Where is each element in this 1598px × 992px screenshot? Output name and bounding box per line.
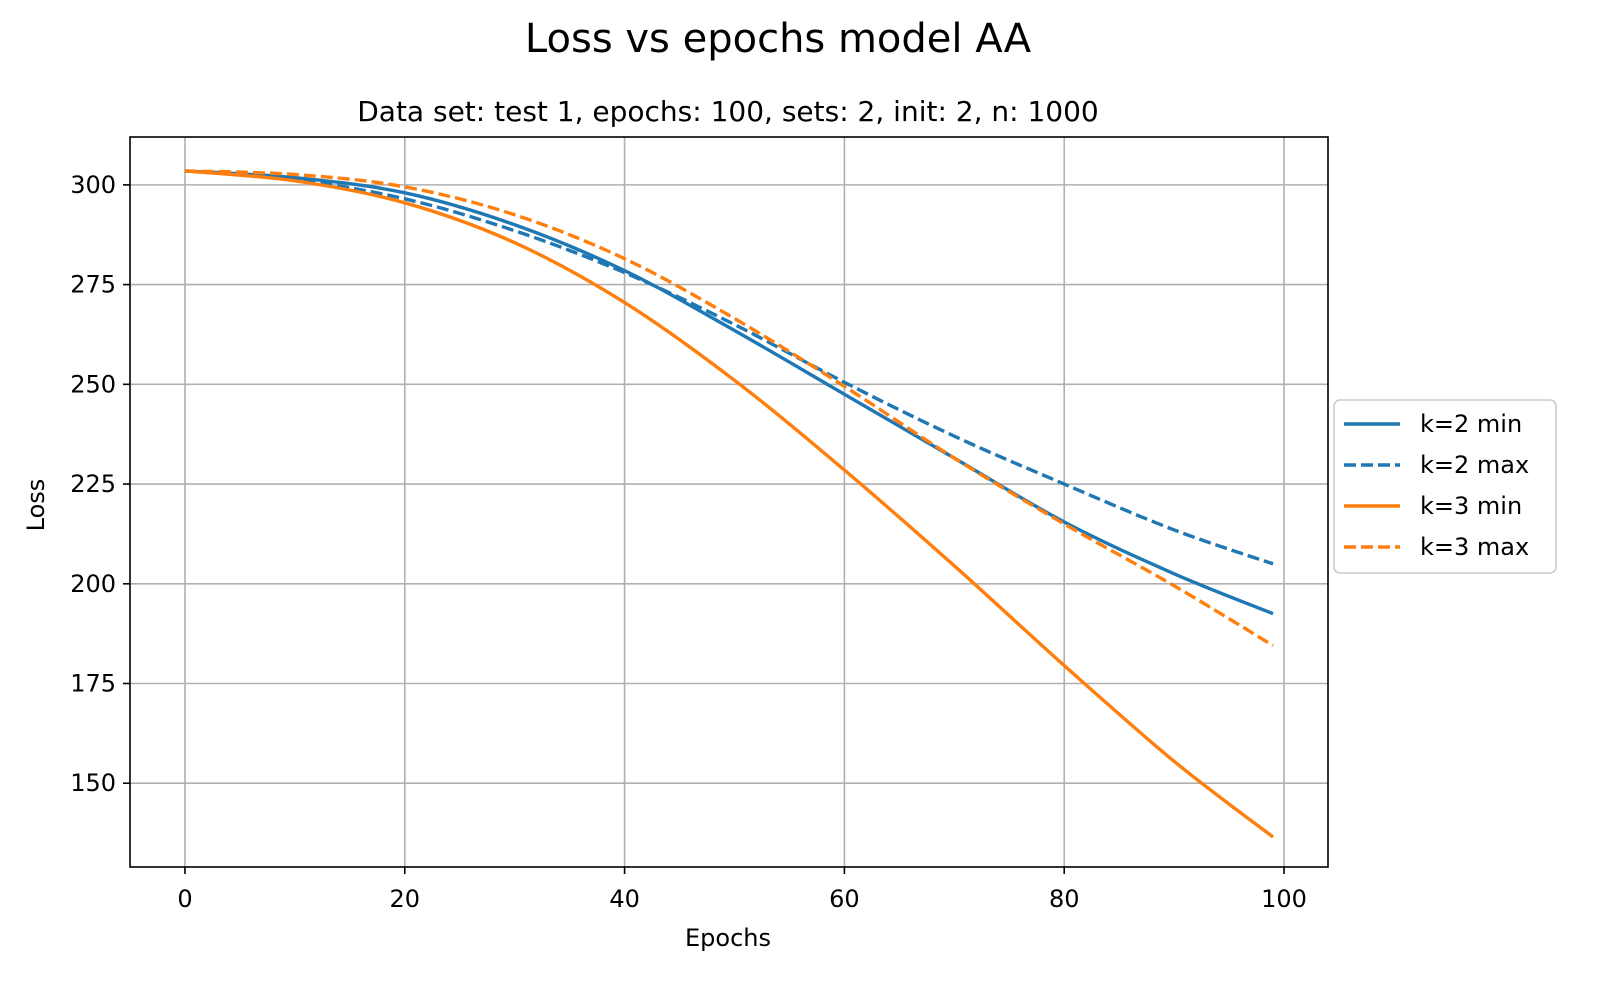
y-axis-label: Loss <box>22 479 50 532</box>
legend: k=2 min k=2 max k=3 min k=3 max <box>1333 399 1557 574</box>
y-tick-label: 225 <box>70 470 116 498</box>
series-lines <box>184 169 1275 839</box>
y-tick-label: 200 <box>70 570 116 598</box>
chart-title: Loss vs epochs model AA <box>525 16 1032 62</box>
legend-box <box>1333 399 1557 574</box>
legend-label: k=3 max <box>1420 533 1529 561</box>
series-line-2 <box>184 169 1274 566</box>
x-tick-label: 60 <box>829 885 860 913</box>
y-axis-ticks: 150 175 200 225 250 275 300 <box>70 171 130 797</box>
series-line-4 <box>184 169 1274 648</box>
x-tick-label: 20 <box>389 885 420 913</box>
x-tick-label: 100 <box>1261 885 1307 913</box>
y-tick-label: 175 <box>70 670 116 698</box>
x-tick-label: 40 <box>609 885 640 913</box>
legend-label: k=2 max <box>1420 451 1529 479</box>
y-tick-label: 275 <box>70 271 116 299</box>
x-axis-label: Epochs <box>685 924 771 952</box>
x-tick-label: 0 <box>177 885 192 913</box>
series-line-3 <box>184 169 1275 839</box>
plot-frame <box>129 136 1329 868</box>
y-tick-label: 150 <box>70 769 116 797</box>
legend-label: k=2 min <box>1420 410 1522 438</box>
x-tick-label: 80 <box>1049 885 1080 913</box>
y-tick-label: 300 <box>70 171 116 199</box>
x-axis-ticks: 0 20 40 60 80 100 <box>177 867 1307 913</box>
grid-lines <box>130 137 1328 867</box>
chart-subtitle: Data set: test 1, epochs: 100, sets: 2, … <box>357 95 1099 128</box>
series-line-1 <box>184 169 1274 616</box>
legend-label: k=3 min <box>1420 492 1522 520</box>
y-tick-label: 250 <box>70 370 116 398</box>
